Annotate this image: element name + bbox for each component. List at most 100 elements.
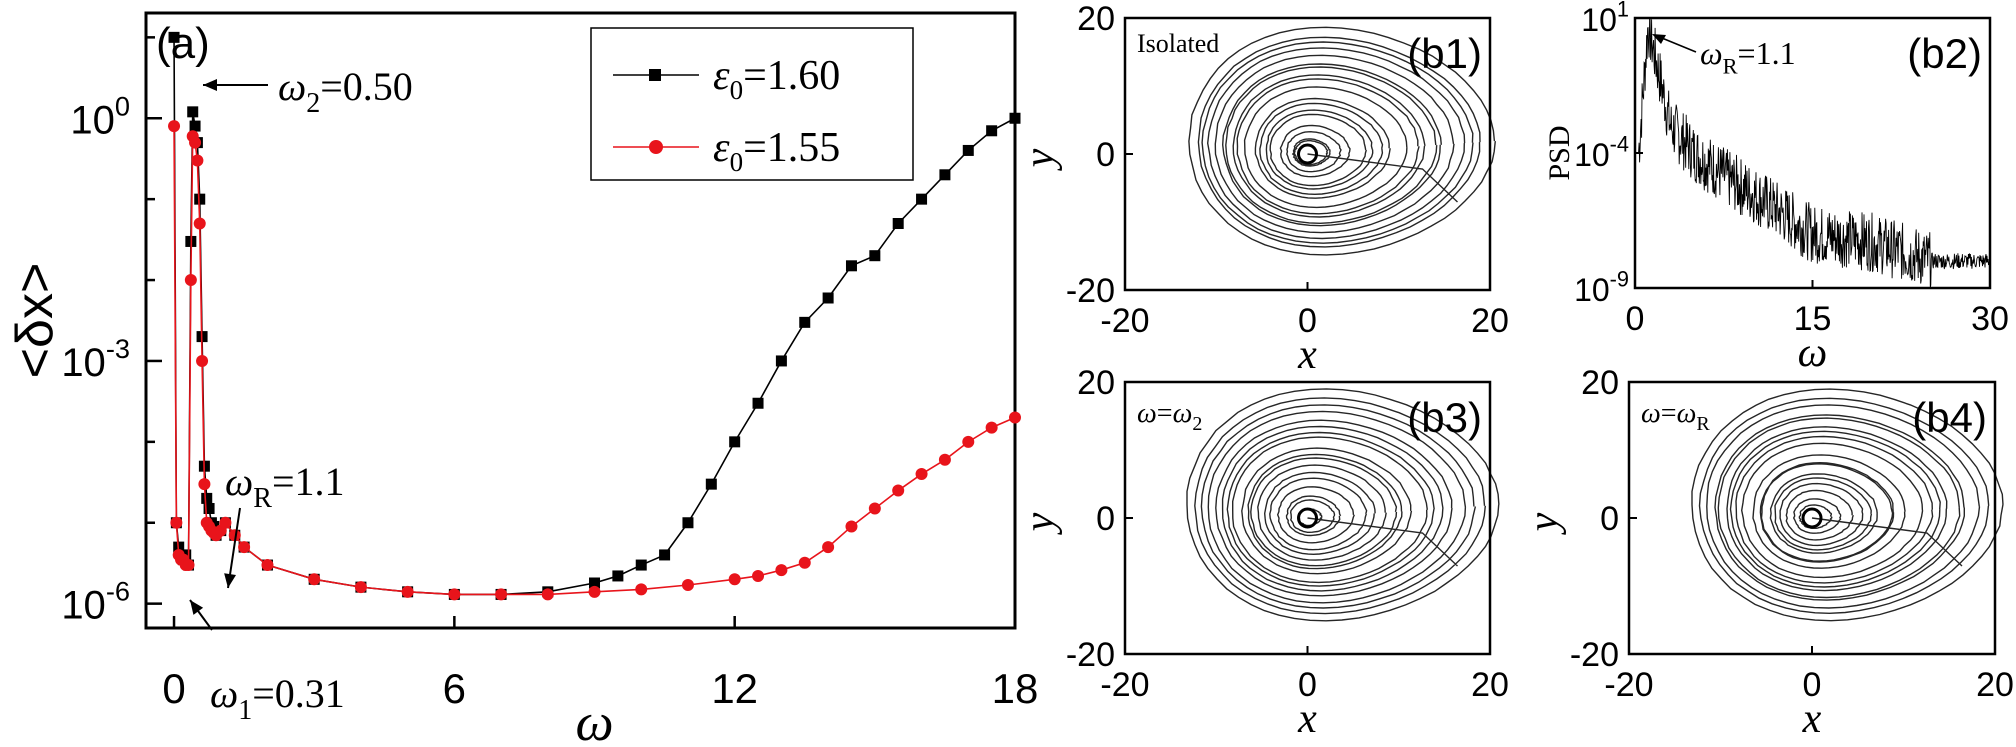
ytick-label: -20 <box>1570 636 1619 674</box>
annotation-omega2-sym: ω <box>278 64 306 109</box>
xlabel: ω <box>1798 330 1828 376</box>
annotation-omega1: ω1=0.31 <box>210 671 345 726</box>
panel-a-series-line-1 <box>173 126 1016 596</box>
panel-tag: (b3) <box>1407 394 1482 441</box>
annotation-omega1-arrow-head <box>190 600 204 615</box>
legend-marker-circle <box>649 140 663 154</box>
panel-a-point-circle <box>354 581 367 594</box>
ytick-label: -20 <box>1066 272 1115 310</box>
legend-label: ε0=1.55 <box>713 125 840 177</box>
annotation-omega1-value: =0.31 <box>252 671 345 716</box>
panel-a-point-circle <box>1009 411 1021 424</box>
ytick-label-exp: -4 <box>1610 132 1629 157</box>
ytick-label: 0 <box>1600 500 1619 538</box>
panel-a-point-circle <box>541 588 554 601</box>
panel-a-point-square <box>589 577 601 589</box>
panel-tag: (b4) <box>1912 394 1987 441</box>
annotation-omegaR: ωR=1.1 <box>225 459 345 514</box>
panel-a-point-circle <box>822 541 835 554</box>
panel-a-point-square <box>682 517 694 529</box>
ylabel: y <box>1017 148 1063 171</box>
annotation-omega1-sub: 1 <box>238 695 252 726</box>
legend-value: =1.55 <box>743 125 840 171</box>
panel-a-point-circle <box>728 573 741 586</box>
title-sym: ω <box>1641 398 1661 429</box>
annotation-omega2: ω2=0.50 <box>278 64 413 119</box>
ytick-label-base: 10 <box>1581 2 1617 38</box>
panel-a-point-circle <box>798 556 811 569</box>
panel-a-xlabel: ω <box>575 692 613 747</box>
xtick-label: 20 <box>1976 666 2014 704</box>
psd-annotation: ωR=1.1 <box>1700 35 1796 79</box>
panel-a-legend <box>590 27 914 181</box>
panel-a-point-circle <box>495 588 508 601</box>
annotation-omega1-sym: ω <box>210 671 238 716</box>
panel-a-ytick-label: 10-3 <box>61 333 130 385</box>
panel-a-point-square <box>939 169 951 181</box>
panel-title: ω=ω2 <box>1137 398 1202 435</box>
ylabel: PSD <box>1543 125 1576 180</box>
panel-a-point-square <box>892 218 904 230</box>
xtick-label: 30 <box>1971 300 2009 338</box>
ytick-label: 0 <box>1096 500 1115 538</box>
panel-b2: 0 15 30 ω PSD (b2) <box>1543 16 2009 376</box>
panel-a-point-circle <box>182 559 195 572</box>
legend-value: =1.60 <box>743 53 840 99</box>
xlabel: x <box>1802 696 1822 742</box>
panel-a-ytick-label-base: 10 <box>70 98 115 142</box>
annotation-omega2-value: =0.50 <box>320 64 413 109</box>
ytick-label-base: 10 <box>1574 272 1610 308</box>
ytick-label-base: 10 <box>1574 137 1610 173</box>
panel-a-point-square <box>635 559 647 571</box>
attractor-trajectory <box>1691 388 2004 622</box>
panel-a-point-circle <box>261 559 274 572</box>
panel-a-point-square <box>845 260 857 272</box>
panel-a-point-circle <box>752 569 765 582</box>
panel-a-point-circle <box>448 588 461 601</box>
panel-a-ytick-label-exp: -3 <box>106 333 130 364</box>
title-sub: 2 <box>1192 413 1202 435</box>
annotation-omegaR-arrow-head <box>224 573 237 588</box>
xtick-label: -20 <box>1100 302 1149 340</box>
panel-a-point-square <box>201 492 213 504</box>
panel-a-point-circle <box>938 453 951 466</box>
xtick-label: 0 <box>1298 666 1317 704</box>
panel-a-point-square <box>194 193 206 205</box>
legend-sub: 0 <box>730 147 744 177</box>
xtick-label: 20 <box>1471 666 1509 704</box>
xtick-label: 20 <box>1471 302 1509 340</box>
panel-a-point-square <box>189 120 201 132</box>
ytick-label: 0 <box>1096 136 1115 174</box>
panel-a-point-circle <box>196 354 209 367</box>
panel-a-point-square <box>775 355 787 367</box>
panel-a-xtick-label: 6 <box>443 665 466 712</box>
panel-a-ytick-label-base: 10 <box>61 584 106 628</box>
panel-a-ytick-label: 10-6 <box>61 576 130 628</box>
xtick-label: -20 <box>1604 666 1653 704</box>
panel-a-point-circle <box>228 529 241 542</box>
ytick-label-exp: -9 <box>1610 267 1629 292</box>
attractor-core <box>1297 507 1318 529</box>
title-sym2: ω <box>1677 398 1697 429</box>
panel-a-point-square <box>729 436 741 448</box>
panel-a-point-square <box>962 144 974 156</box>
panel-a-point-circle <box>401 585 414 598</box>
panel-a-point-square <box>187 106 199 118</box>
legend-label: ε0=1.60 <box>713 53 840 105</box>
annotation-omegaR-value: =1.1 <box>272 459 345 504</box>
panel-a-point-circle <box>191 154 204 167</box>
psd-annotation-value: =1.1 <box>1738 35 1796 71</box>
xtick-label: 0 <box>1803 666 1822 704</box>
panel-a-point-circle <box>193 217 206 230</box>
title-sym: ω <box>1137 398 1157 429</box>
ytick-label: -20 <box>1066 636 1115 674</box>
panel-a-point-square <box>705 478 717 490</box>
panel-a-point-circle <box>308 573 321 586</box>
panel-a-point-circle <box>198 478 211 491</box>
panel-a-point-circle <box>681 579 694 592</box>
panel-a-point-square <box>986 125 998 137</box>
xtick-label: -20 <box>1100 666 1149 704</box>
ytick-label: 20 <box>1581 364 1619 402</box>
psd-annotation-arrow-head <box>1652 34 1666 44</box>
